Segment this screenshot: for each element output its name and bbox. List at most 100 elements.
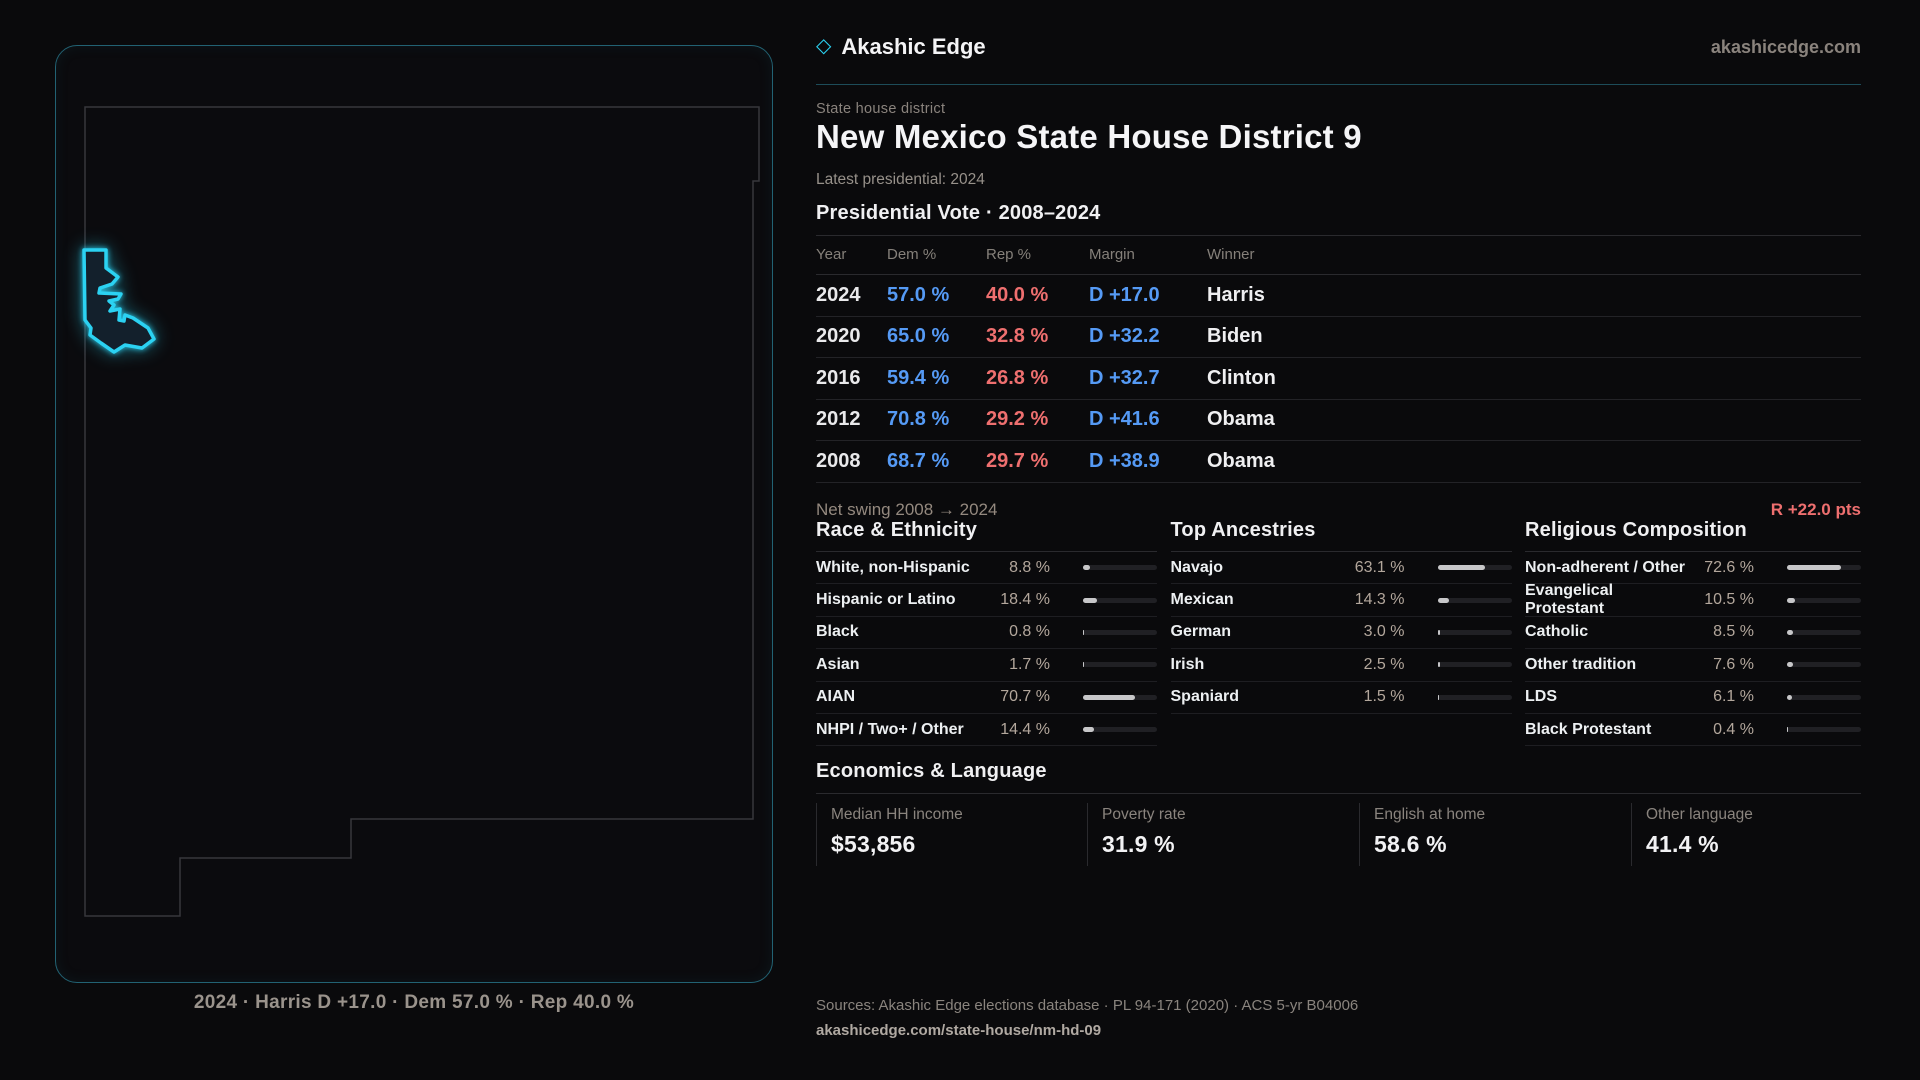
demo-bar-track — [1083, 662, 1157, 668]
vote-cell-year: 2024 — [816, 283, 861, 306]
demo-bar-fill — [1787, 694, 1792, 700]
vote-row: 2024 57.0 % 40.0 % D +17.0 Harris — [816, 275, 1861, 317]
demo-section: Top Ancestries Navajo 63.1 % Mexican 14.3 % G… — [1170, 519, 1512, 746]
demo-label: Asian — [816, 655, 860, 673]
stat-value: $53,856 — [831, 831, 916, 857]
brand-row: ◇ Akashic Edge akashicedge.com — [816, 34, 1861, 60]
net-swing-label: Net swing 2008 → 2024 — [816, 499, 998, 519]
stat-block: Poverty rate 31.9 % — [1087, 803, 1359, 866]
demo-value: 3.0 % — [1363, 623, 1405, 641]
demo-bar-track — [1787, 694, 1861, 700]
economics-section: Economics & Language Median HH income $53… — [816, 760, 1861, 866]
demo-bar-fill — [1787, 565, 1841, 571]
demo-bar-track — [1437, 629, 1512, 635]
district-map-panel — [55, 45, 773, 983]
demo-row: Black 0.8 % — [816, 617, 1157, 650]
demo-section: Race & Ethnicity White, non-Hispanic 8.8 %… — [816, 519, 1157, 747]
vote-cell-rep: 40.0 % — [986, 283, 1049, 306]
demo-bar-fill — [1437, 662, 1440, 668]
demo-bar-fill — [1083, 694, 1135, 700]
demo-bar-track — [1787, 629, 1861, 635]
demo-row: Asian 1.7 % — [816, 649, 1157, 682]
vote-cell-dem: 57.0 % — [887, 283, 950, 306]
demo-bar-fill — [1083, 727, 1094, 733]
demo-value: 7.6 % — [1713, 655, 1754, 673]
net-swing-value: R +22.0 pts — [1770, 499, 1861, 519]
demo-value: 0.8 % — [1009, 623, 1050, 641]
demo-row: Irish 2.5 % — [1170, 649, 1512, 682]
vote-cell-margin: D +38.9 — [1089, 449, 1160, 472]
demo-section-title: Top Ancestries — [1170, 519, 1316, 541]
vote-table-title: Presidential Vote · 2008–2024 — [816, 202, 1101, 224]
demo-value: 6.1 % — [1713, 688, 1754, 706]
vote-col-header: Year — [816, 246, 847, 263]
demo-label: Catholic — [1525, 623, 1589, 641]
net-swing-row: Net swing 2008 → 2024 R +22.0 pts — [816, 483, 1861, 520]
brand-domain-link[interactable]: akashicedge.com — [1710, 36, 1861, 57]
demo-row: Non-adherent / Other 72.6 % — [1525, 552, 1861, 585]
demo-bar-fill — [1787, 629, 1793, 635]
stat-label: English at home — [1374, 806, 1486, 823]
demographics-section: Race & Ethnicity White, non-Hispanic 8.8 %… — [816, 519, 1861, 747]
demo-label: Mexican — [1170, 591, 1234, 609]
demo-label: Black — [816, 623, 859, 641]
demo-bar-fill — [1083, 662, 1084, 668]
vote-cell-winner: Clinton — [1207, 366, 1276, 389]
demo-label: White, non-Hispanic — [816, 558, 970, 576]
demo-label: Non-adherent / Other — [1525, 558, 1686, 576]
demo-row: LDS 6.1 % — [1525, 682, 1861, 714]
demo-label: Hispanic or Latino — [816, 591, 956, 609]
vote-table-body: 2024 57.0 % 40.0 % D +17.0 Harris 2020 65.0 % 3… — [816, 275, 1861, 483]
demo-label: Evangelical Protestant — [1525, 582, 1614, 618]
demo-section-title: Race & Ethnicity — [816, 519, 978, 541]
demo-row: NHPI / Two+ / Other 14.4 % — [816, 714, 1157, 747]
vote-cell-year: 2008 — [816, 449, 861, 472]
demo-rows: Navajo 63.1 % Mexican 14.3 % German 3.0 % Iris… — [1170, 551, 1512, 714]
demo-value: 1.5 % — [1363, 688, 1405, 706]
demo-label: Irish — [1170, 655, 1205, 673]
demo-bar-track — [1787, 597, 1861, 603]
demo-bar-fill — [1787, 662, 1793, 668]
subtitle: Latest presidential: 2024 — [816, 171, 985, 188]
stat-block: Other language 41.4 % — [1631, 803, 1861, 866]
demo-bar-fill — [1437, 629, 1440, 635]
stat-block: English at home 58.6 % — [1359, 803, 1631, 866]
demo-bar-track — [1437, 694, 1512, 700]
stat-block: Median HH income $53,856 — [816, 803, 1087, 866]
demo-label: Other tradition — [1525, 655, 1637, 673]
stat-label: Median HH income — [831, 806, 963, 823]
vote-col-header: Rep % — [986, 246, 1032, 263]
vote-cell-year: 2012 — [816, 408, 861, 431]
stat-value: 41.4 % — [1646, 831, 1719, 857]
report-content: ◇ Akashic Edge akashicedge.com State hou… — [816, 0, 1861, 1080]
vote-row: 2012 70.8 % 29.2 % D +41.6 Obama — [816, 400, 1861, 441]
vote-cell-winner: Biden — [1207, 325, 1263, 348]
demo-bar-track — [1787, 662, 1861, 668]
vote-cell-margin: D +17.0 — [1089, 283, 1160, 306]
demo-row: Black Protestant 0.4 % — [1525, 714, 1861, 747]
demo-value: 0.4 % — [1713, 720, 1754, 738]
demo-bar-fill — [1083, 597, 1097, 603]
demo-label: LDS — [1525, 688, 1557, 706]
vote-cell-winner: Obama — [1207, 449, 1275, 472]
vote-row: 2016 59.4 % 26.8 % D +32.7 Clinton — [816, 358, 1861, 400]
vote-table-header: Year Dem % Rep % Margin Winner — [816, 235, 1861, 275]
sources-line: Sources: Akashic Edge elections database… — [816, 997, 1359, 1014]
vote-cell-rep: 26.8 % — [986, 366, 1049, 389]
demo-value: 63.1 % — [1354, 558, 1405, 576]
vote-row: 2008 68.7 % 29.7 % D +38.9 Obama — [816, 441, 1861, 483]
demo-row: German 3.0 % — [1170, 617, 1512, 650]
stat-value: 31.9 % — [1102, 831, 1175, 857]
new-mexico-map — [82, 106, 760, 917]
demo-bar-fill — [1787, 597, 1795, 603]
vote-cell-year: 2020 — [816, 325, 861, 348]
stat-label: Other language — [1646, 806, 1753, 823]
vote-cell-margin: D +32.2 — [1089, 325, 1160, 348]
demo-row: Catholic 8.5 % — [1525, 617, 1861, 650]
demo-rows: Non-adherent / Other 72.6 % Evangelical Pr… — [1525, 551, 1861, 747]
demo-bar-track — [1083, 565, 1157, 571]
permalink[interactable]: akashicedge.com/state-house/nm-hd-09 — [816, 1022, 1102, 1039]
state-outline — [84, 106, 760, 917]
vote-cell-rep: 32.8 % — [986, 325, 1049, 348]
